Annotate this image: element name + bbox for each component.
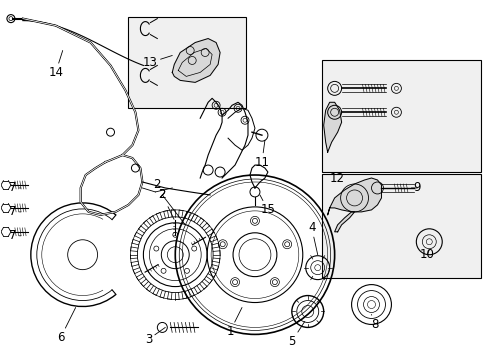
Text: 4: 4 [307, 221, 317, 255]
Text: 7: 7 [9, 205, 21, 219]
Text: 2: 2 [158, 188, 166, 202]
Polygon shape [334, 212, 354, 232]
Text: 2: 2 [158, 188, 174, 219]
Text: 8: 8 [370, 315, 377, 331]
Text: 9: 9 [410, 181, 420, 194]
Text: 13: 13 [142, 55, 172, 69]
Text: 15: 15 [260, 195, 275, 216]
Bar [321, 60, 480, 172]
Text: 1: 1 [226, 307, 242, 338]
Text: 5: 5 [287, 321, 304, 348]
Bar [128, 17, 245, 108]
Text: 2: 2 [153, 179, 161, 192]
Polygon shape [172, 39, 220, 82]
Polygon shape [327, 178, 381, 215]
Bar [321, 174, 480, 278]
Polygon shape [323, 102, 341, 152]
Text: 7: 7 [9, 229, 21, 242]
Text: 10: 10 [419, 248, 434, 261]
Text: 12: 12 [329, 171, 345, 185]
Text: 3: 3 [144, 328, 165, 346]
Text: 7: 7 [9, 181, 21, 194]
Text: 11: 11 [254, 140, 269, 168]
Text: 6: 6 [57, 307, 76, 344]
Text: 14: 14 [48, 50, 63, 79]
